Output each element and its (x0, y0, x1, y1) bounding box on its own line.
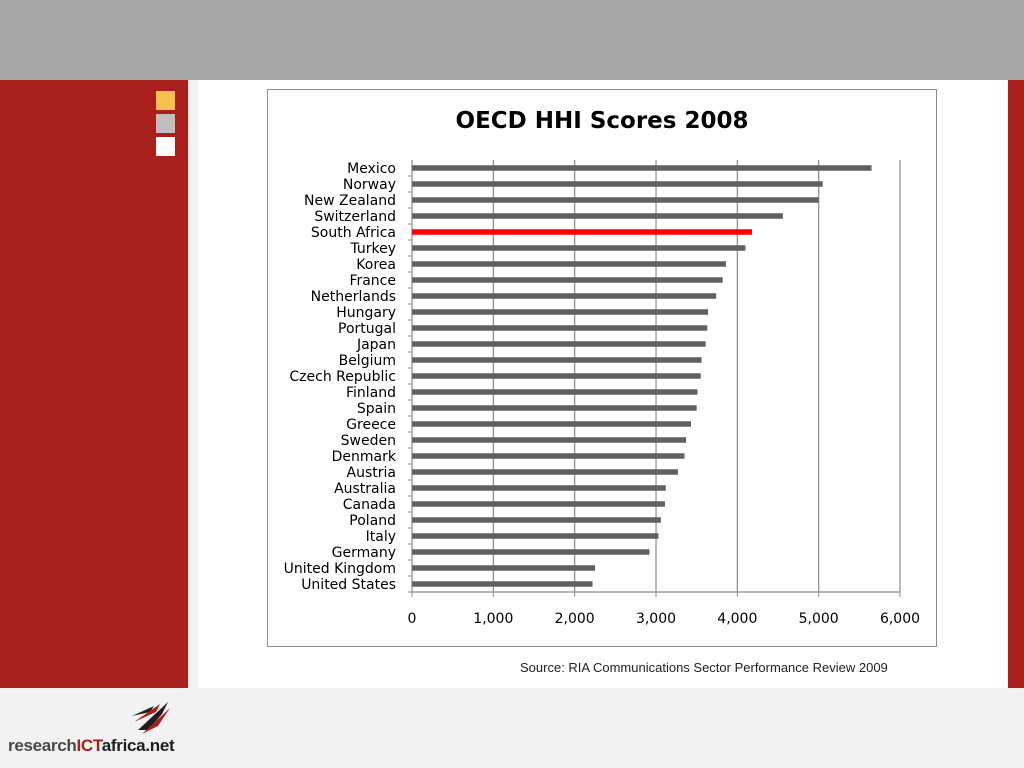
chart-frame: OECD HHI Scores 2008 0 1,000 2,000 3,000 4,0… (267, 89, 937, 647)
logo-text: researchICTafrica.net (8, 736, 175, 756)
category-label: Turkey (349, 241, 396, 257)
category-label: Japan (356, 337, 396, 353)
category-label: Austria (347, 465, 396, 481)
bar (412, 245, 746, 251)
decor-square-gray (156, 114, 175, 133)
bar (412, 517, 661, 523)
bar (412, 341, 706, 347)
bar (412, 229, 752, 235)
category-label: Sweden (341, 433, 396, 449)
bar (412, 213, 783, 219)
x-tick-label: 3,000 (636, 611, 676, 627)
bar (412, 373, 701, 379)
category-label: South Africa (311, 225, 396, 241)
category-label: Germany (332, 545, 396, 561)
bar (412, 277, 723, 283)
bar (412, 565, 595, 571)
header-band (0, 0, 1024, 80)
category-label: New Zealand (304, 193, 396, 209)
bar (412, 549, 650, 555)
logo-mark-icon (132, 702, 170, 734)
category-label: Czech Republic (289, 369, 396, 385)
chart-title: OECD HHI Scores 2008 (455, 108, 749, 134)
x-tick-label: 6,000 (880, 611, 920, 627)
bar (412, 453, 685, 459)
category-label: United Kingdom (284, 561, 396, 577)
source-note: Source: RIA Communications Sector Perfor… (520, 660, 888, 675)
category-label: Netherlands (311, 289, 396, 305)
bar (412, 501, 665, 507)
decor-square-white (156, 137, 175, 156)
category-label: Denmark (332, 449, 397, 465)
bar (412, 389, 698, 395)
x-tick-label: 5,000 (799, 611, 839, 627)
bar-chart: 0 1,000 2,000 3,000 4,000 5,000 6,000 MexicoNor… (284, 160, 920, 627)
bar (412, 165, 872, 171)
bar (412, 485, 666, 491)
x-tick-label: 4,000 (717, 611, 757, 627)
bar (412, 437, 687, 443)
logo-part-net: .net (145, 736, 175, 755)
category-label: Switzerland (314, 209, 396, 225)
bar (412, 197, 819, 203)
footer (0, 688, 1024, 768)
category-label: Spain (357, 401, 396, 417)
decor-square-yellow (156, 91, 175, 110)
category-label: Belgium (339, 353, 396, 369)
category-label: United States (301, 577, 396, 593)
bar (412, 533, 659, 539)
bar (412, 309, 709, 315)
x-tick-label: 2,000 (555, 611, 595, 627)
category-label: Portugal (338, 321, 396, 337)
bar (412, 293, 717, 299)
category-label: Australia (334, 481, 396, 497)
logo-part-research: research (8, 736, 77, 755)
x-tick-label: 0 (408, 611, 417, 627)
category-label: Hungary (336, 305, 396, 321)
category-label: Poland (349, 513, 396, 529)
category-label: Canada (343, 497, 396, 513)
logo-part-ict: ICT (76, 736, 103, 755)
bar (412, 469, 678, 475)
bar (412, 421, 691, 427)
category-label: Korea (356, 257, 396, 273)
logo-part-africa: africa (101, 736, 146, 755)
bar (412, 405, 697, 411)
right-side-panel (1008, 80, 1024, 688)
category-label: Italy (366, 529, 396, 545)
bar (412, 181, 823, 187)
bar (412, 261, 726, 267)
x-tick-label: 1,000 (473, 611, 513, 627)
category-label: France (349, 273, 396, 289)
bar (412, 357, 702, 363)
bar (412, 581, 593, 587)
bar (412, 325, 708, 331)
category-label: Mexico (347, 161, 396, 177)
left-side-panel (0, 80, 188, 688)
category-label: Norway (343, 177, 396, 193)
category-label: Greece (346, 417, 396, 433)
category-label: Finland (346, 385, 396, 401)
